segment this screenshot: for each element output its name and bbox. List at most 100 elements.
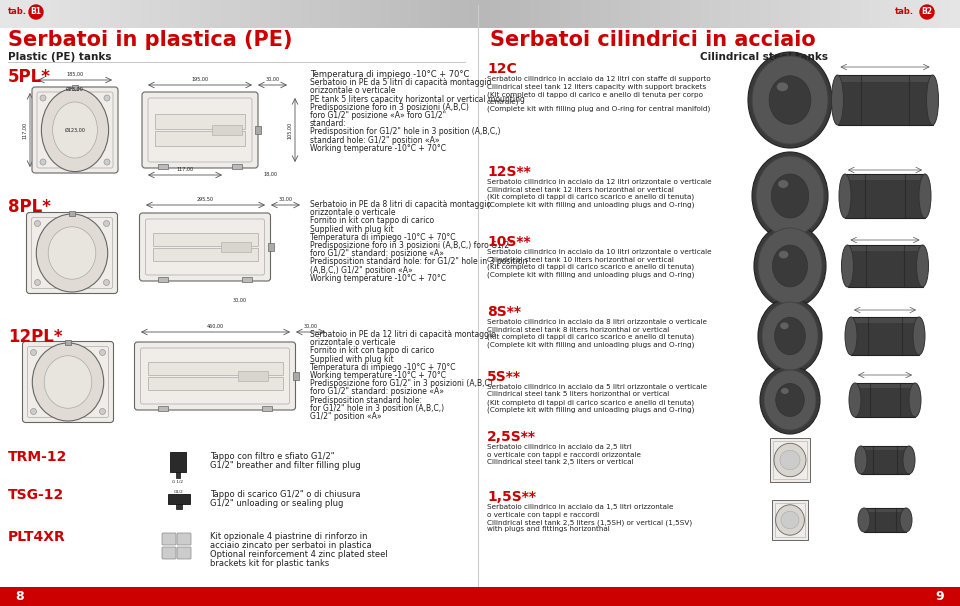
Bar: [866, 509, 904, 512]
Text: 117,00: 117,00: [22, 121, 27, 139]
Bar: [120, 0, 130, 28]
Text: foro G1/2" standard: posizione «A»: foro G1/2" standard: posizione «A»: [310, 387, 444, 396]
Bar: [268, 243, 274, 251]
Text: Cilindrical steel tank 2,5 liters (1,5SH) or vertical (1,5SV): Cilindrical steel tank 2,5 liters (1,5SH…: [487, 519, 692, 525]
Bar: [480, 0, 490, 28]
Bar: [670, 0, 680, 28]
Text: 9: 9: [936, 590, 945, 603]
Bar: [710, 0, 720, 28]
Bar: [740, 0, 750, 28]
Text: B2: B2: [922, 7, 932, 16]
Bar: [380, 0, 390, 28]
Text: Serbatoio cilindrico in acciaio da 8 litri orizzontale o verticale: Serbatoio cilindrico in acciaio da 8 lit…: [487, 319, 707, 325]
Bar: [176, 472, 180, 478]
Ellipse shape: [858, 508, 870, 532]
Text: standard:: standard:: [310, 119, 347, 128]
FancyBboxPatch shape: [32, 87, 118, 173]
Text: o verticale con tappi e raccordi: o verticale con tappi e raccordi: [487, 511, 599, 518]
Bar: [238, 371, 268, 381]
Text: 18,00: 18,00: [263, 172, 277, 177]
Bar: [0, 0, 10, 28]
Ellipse shape: [849, 383, 861, 417]
Ellipse shape: [779, 251, 788, 258]
Text: for G1/2" hole in 3 position (A,B,C,): for G1/2" hole in 3 position (A,B,C,): [310, 404, 444, 413]
Bar: [500, 0, 510, 28]
Bar: [170, 0, 180, 28]
Bar: [610, 0, 620, 28]
Bar: [770, 0, 780, 28]
Text: PE tank 5 liters capacity horizontal or vertical mounting: PE tank 5 liters capacity horizontal or …: [310, 95, 525, 104]
Ellipse shape: [900, 508, 912, 532]
Ellipse shape: [104, 159, 110, 165]
Bar: [890, 0, 900, 28]
Bar: [810, 0, 820, 28]
Bar: [940, 0, 950, 28]
Text: with plugs and fittings horizonthal: with plugs and fittings horizonthal: [487, 527, 610, 533]
Text: Cilindrical steel tanks: Cilindrical steel tanks: [700, 52, 828, 62]
Bar: [847, 175, 923, 180]
Bar: [550, 0, 560, 28]
Text: 8: 8: [15, 590, 24, 603]
Text: Ø123,00: Ø123,00: [64, 127, 85, 133]
Text: B1: B1: [31, 7, 41, 16]
Text: 195,00: 195,00: [191, 77, 208, 82]
Ellipse shape: [781, 511, 799, 529]
Ellipse shape: [774, 443, 806, 477]
Ellipse shape: [839, 174, 851, 218]
Bar: [170, 452, 186, 472]
Text: acciaio zincato per serbatoi in plastica: acciaio zincato per serbatoi in plastica: [210, 541, 372, 550]
Bar: [851, 317, 919, 355]
Ellipse shape: [855, 446, 867, 474]
Bar: [540, 0, 550, 28]
Text: 10S**: 10S**: [487, 235, 531, 249]
Bar: [50, 0, 60, 28]
Bar: [240, 0, 250, 28]
Text: Cilindrical steel tank 12 liters capacity with support brackets: Cilindrical steel tank 12 liters capacit…: [487, 84, 707, 90]
Bar: [848, 245, 923, 287]
Ellipse shape: [769, 76, 811, 124]
Circle shape: [29, 5, 43, 19]
Text: 460,00: 460,00: [207, 324, 224, 329]
Text: Serbatoio in PE da 12 litri di capacità montaggio: Serbatoio in PE da 12 litri di capacità …: [310, 330, 496, 339]
Ellipse shape: [31, 408, 36, 415]
Bar: [212, 125, 242, 135]
Ellipse shape: [758, 298, 822, 374]
Text: Predisposition for G1/2" hole in 3 position (A,B,C,): Predisposition for G1/2" hole in 3 posit…: [310, 127, 500, 136]
Ellipse shape: [845, 317, 857, 355]
Text: Tappo di scarico G1/2" o di chiusura: Tappo di scarico G1/2" o di chiusura: [210, 490, 361, 499]
Bar: [930, 0, 940, 28]
Text: 30,00: 30,00: [303, 324, 318, 329]
Text: Serbatoio cilindrico in acciaio da 2,5 litri: Serbatoio cilindrico in acciaio da 2,5 l…: [487, 444, 632, 450]
Bar: [350, 0, 360, 28]
Ellipse shape: [780, 450, 800, 470]
Text: 105,00: 105,00: [287, 121, 292, 139]
Bar: [850, 0, 860, 28]
Bar: [839, 76, 930, 82]
Bar: [660, 0, 670, 28]
Bar: [65, 339, 71, 344]
Bar: [861, 446, 909, 474]
Text: 30,00: 30,00: [233, 298, 247, 303]
Bar: [80, 0, 90, 28]
Ellipse shape: [100, 350, 106, 356]
Ellipse shape: [40, 159, 46, 165]
Bar: [800, 0, 810, 28]
Bar: [20, 0, 30, 28]
Ellipse shape: [771, 174, 808, 218]
Bar: [730, 0, 740, 28]
Bar: [221, 242, 251, 252]
Text: Supplied with plug kit: Supplied with plug kit: [310, 225, 394, 233]
Bar: [148, 376, 282, 390]
Ellipse shape: [926, 75, 939, 125]
Bar: [520, 0, 530, 28]
Text: Predisposition standard hole:: Predisposition standard hole:: [310, 396, 422, 405]
Ellipse shape: [780, 322, 788, 329]
Bar: [855, 383, 915, 417]
Bar: [780, 0, 790, 28]
Ellipse shape: [35, 221, 40, 227]
Text: Working temperature -10°C + 70°C: Working temperature -10°C + 70°C: [310, 274, 446, 283]
Bar: [180, 0, 190, 28]
Text: (A,B,C,) G1/2" position «A»: (A,B,C,) G1/2" position «A»: [310, 265, 413, 275]
Bar: [270, 0, 280, 28]
Bar: [400, 0, 410, 28]
